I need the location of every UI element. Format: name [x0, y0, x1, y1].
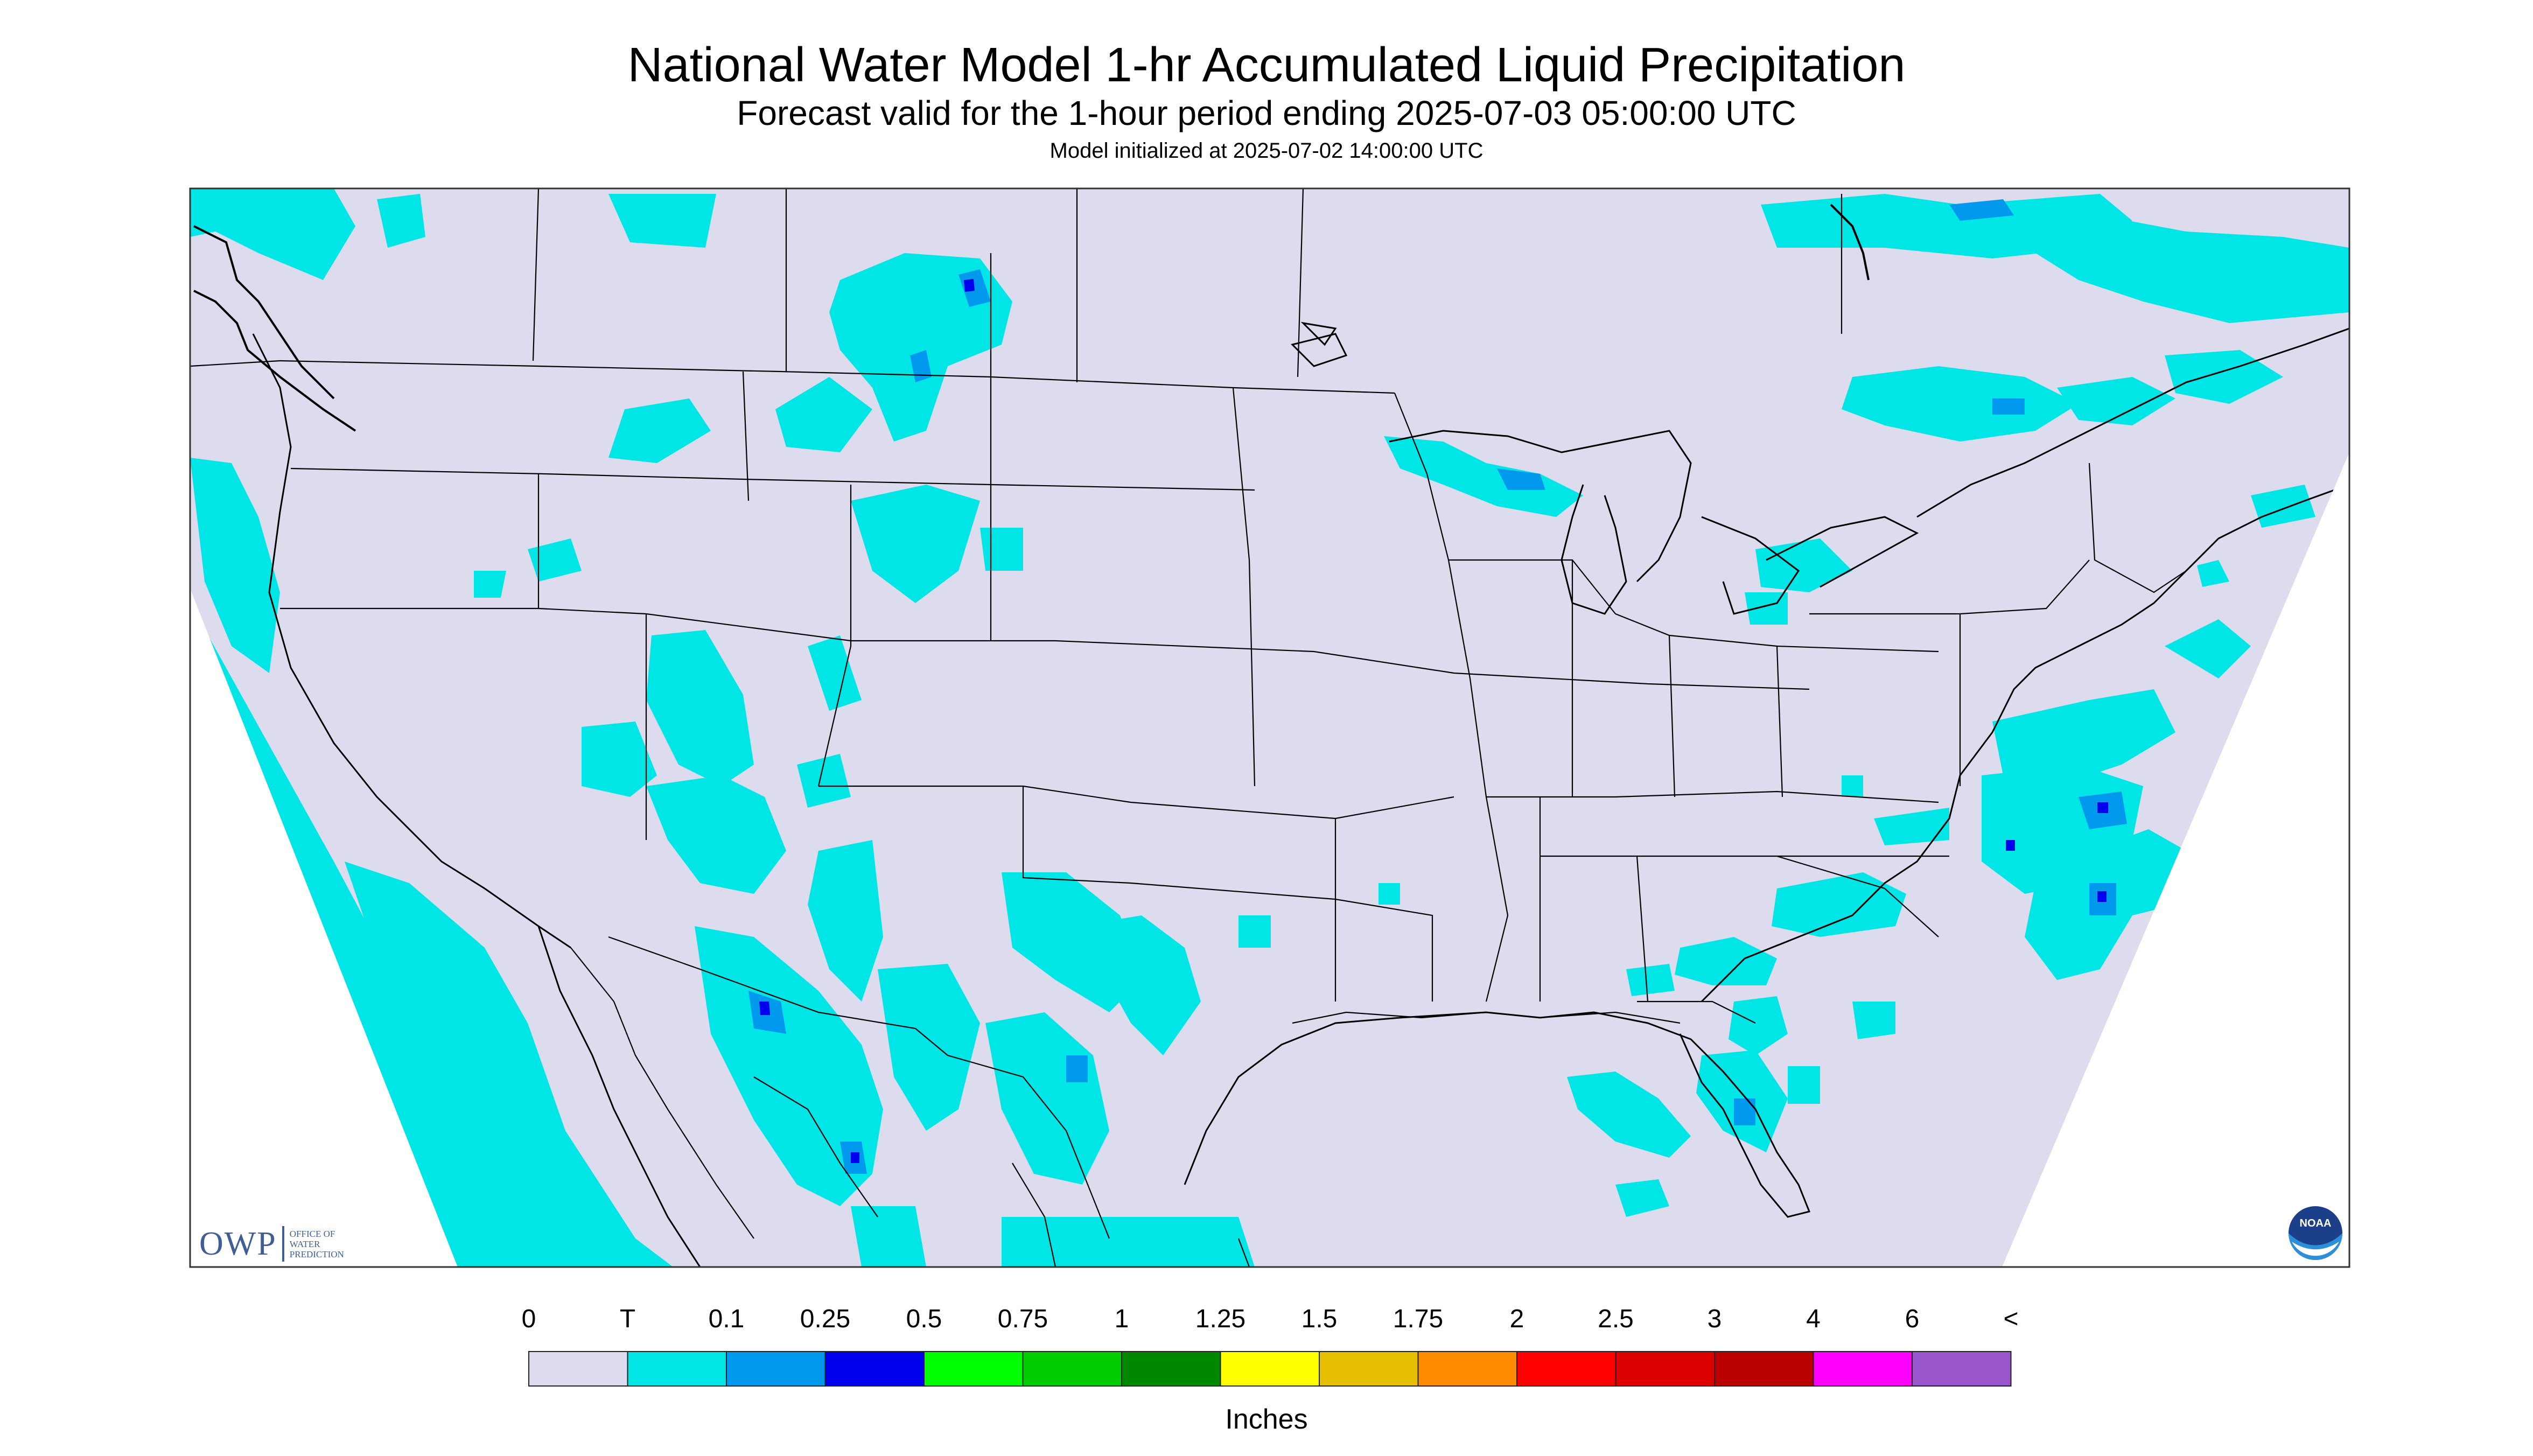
- legend-swatch: [1912, 1351, 2012, 1387]
- legend-tick-label: 1.75: [1393, 1305, 1444, 1333]
- legend-tick-label: 3: [1707, 1305, 1722, 1333]
- legend-unit-label: Inches: [1225, 1404, 1308, 1435]
- legend-tick-label: 2: [1509, 1305, 1524, 1333]
- legend-tick-label: 4: [1806, 1305, 1821, 1333]
- legend-swatch: [1220, 1351, 1320, 1387]
- owp-logo-divider: [282, 1226, 284, 1262]
- owp-logo-letters: OWP: [199, 1225, 277, 1262]
- legend-tick-label: 0.5: [906, 1305, 942, 1333]
- legend-swatch: [1813, 1351, 1913, 1387]
- legend-tick-label: 1: [1114, 1305, 1129, 1333]
- legend-swatch: [1714, 1351, 1814, 1387]
- legend-swatch: [1121, 1351, 1221, 1387]
- legend-tick-label: T: [619, 1305, 636, 1333]
- legend-tick-label: 2.5: [1598, 1305, 1634, 1333]
- owp-logo-word: WATER: [289, 1238, 320, 1249]
- map-title: National Water Model 1-hr Accumulated Li…: [627, 38, 1906, 92]
- map-frame: [189, 187, 2350, 1268]
- legend-swatch: [528, 1351, 628, 1387]
- precipitation-field: [190, 188, 2349, 1267]
- legend-swatch: [824, 1351, 925, 1387]
- noaa-logo-text: NOAA: [2300, 1217, 2332, 1229]
- model-initialized-line: Model initialized at 2025-07-02 14:00:00…: [1049, 139, 1484, 163]
- legend-tick-label: 0.25: [800, 1305, 851, 1333]
- legend-swatch: [627, 1351, 727, 1387]
- owp-logo: OWP OFFICE OF WATER PREDICTION: [199, 1222, 344, 1265]
- legend-tick-label: 6: [1905, 1305, 1920, 1333]
- forecast-valid-subtitle: Forecast valid for the 1-hour period end…: [737, 94, 1796, 132]
- legend-swatch: [726, 1351, 826, 1387]
- state-boundaries: [190, 188, 2187, 1267]
- owp-logo-words: OFFICE OF WATER PREDICTION: [290, 1229, 344, 1259]
- legend-tick-label: <: [2003, 1305, 2019, 1333]
- legend-swatch: [1022, 1351, 1122, 1387]
- legend-swatch: [1319, 1351, 1419, 1387]
- owp-logo-word: PREDICTION: [289, 1249, 344, 1259]
- northwest-coast-detail: [193, 204, 1870, 432]
- noaa-logo: NOAA: [2289, 1206, 2342, 1260]
- legend-tick-label: 0: [521, 1305, 536, 1333]
- legend-tick-label: 1.25: [1195, 1305, 1246, 1333]
- legend-tick-label: 1.5: [1301, 1305, 1338, 1333]
- legend-swatch: [1615, 1351, 1715, 1387]
- legend-colorbar: [528, 1351, 2012, 1387]
- owp-logo-word: OFFICE OF: [289, 1228, 335, 1239]
- coastlines: [252, 321, 2349, 1267]
- legend-swatch: [1417, 1351, 1517, 1387]
- legend-tick-label: 0.75: [997, 1305, 1048, 1333]
- legend-swatch: [923, 1351, 1024, 1387]
- legend-tick-label: 0.1: [708, 1305, 745, 1333]
- legend-swatch: [1516, 1351, 1617, 1387]
